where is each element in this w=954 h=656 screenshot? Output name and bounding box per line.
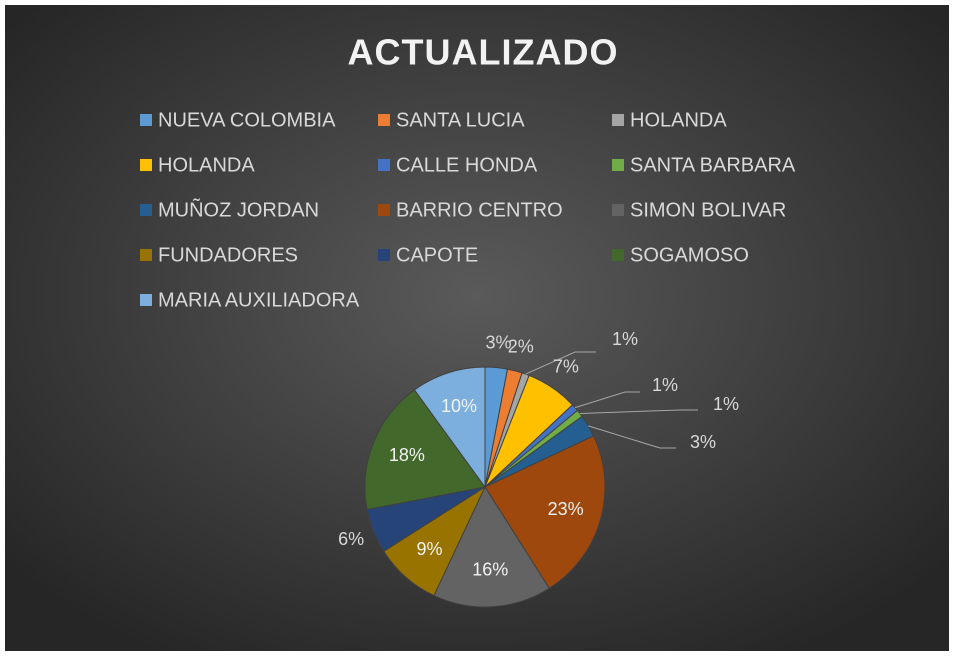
- legend-label: SANTA LUCIA: [396, 109, 525, 131]
- legend-label: NUEVA COLOMBIA: [158, 109, 336, 131]
- data-label: 6%: [338, 529, 364, 549]
- leader-line: [588, 425, 676, 449]
- pie-slice: [484, 435, 606, 590]
- data-label: 1%: [652, 375, 678, 395]
- pie-slice: [433, 485, 550, 608]
- data-label: 1%: [612, 329, 638, 349]
- legend-swatch: [612, 114, 624, 126]
- legend-label: SIMON BOLIVAR: [630, 199, 786, 221]
- data-label: 3%: [486, 332, 512, 352]
- legend-label: MARIA AUXILIADORA: [158, 289, 360, 311]
- data-label: 23%: [548, 499, 584, 519]
- legend-swatch: [612, 249, 624, 261]
- data-label: 3%: [690, 432, 716, 452]
- legend-label: SOGAMOSO: [630, 244, 749, 266]
- legend-swatch: [140, 204, 152, 216]
- legend-swatch: [612, 159, 624, 171]
- leader-line: [525, 351, 596, 375]
- legend-swatch: [140, 114, 152, 126]
- legend-label: CALLE HONDA: [396, 154, 538, 176]
- legend-swatch: [140, 249, 152, 261]
- legend-swatch: [378, 249, 390, 261]
- leader-line: [574, 391, 640, 409]
- legend-swatch: [140, 159, 152, 171]
- legend-label: HOLANDA: [158, 154, 255, 176]
- data-label: 10%: [441, 396, 477, 416]
- legend-swatch: [612, 204, 624, 216]
- legend-label: BARRIO CENTRO: [396, 199, 563, 221]
- legend-label: CAPOTE: [396, 244, 478, 266]
- legend-label: MUÑOZ JORDAN: [158, 197, 319, 221]
- data-label: 16%: [472, 560, 508, 580]
- legend-swatch: [140, 294, 152, 306]
- data-label: 18%: [389, 445, 425, 465]
- legend-label: HOLANDA: [630, 109, 727, 131]
- legend-swatch: [378, 159, 390, 171]
- legend-label: SANTA BARBARA: [630, 154, 796, 176]
- data-label: 7%: [553, 357, 579, 377]
- legend-swatch: [378, 114, 390, 126]
- chart-title: ACTUALIZADO: [348, 32, 619, 73]
- leader-line: [579, 409, 698, 414]
- pie-slice: [413, 366, 486, 489]
- data-label: 1%: [713, 394, 739, 414]
- legend-label: FUNDADORES: [158, 244, 298, 266]
- data-label: 9%: [416, 539, 442, 559]
- legend-swatch: [378, 204, 390, 216]
- data-label: 2%: [508, 336, 534, 356]
- pie-slice: [364, 389, 486, 511]
